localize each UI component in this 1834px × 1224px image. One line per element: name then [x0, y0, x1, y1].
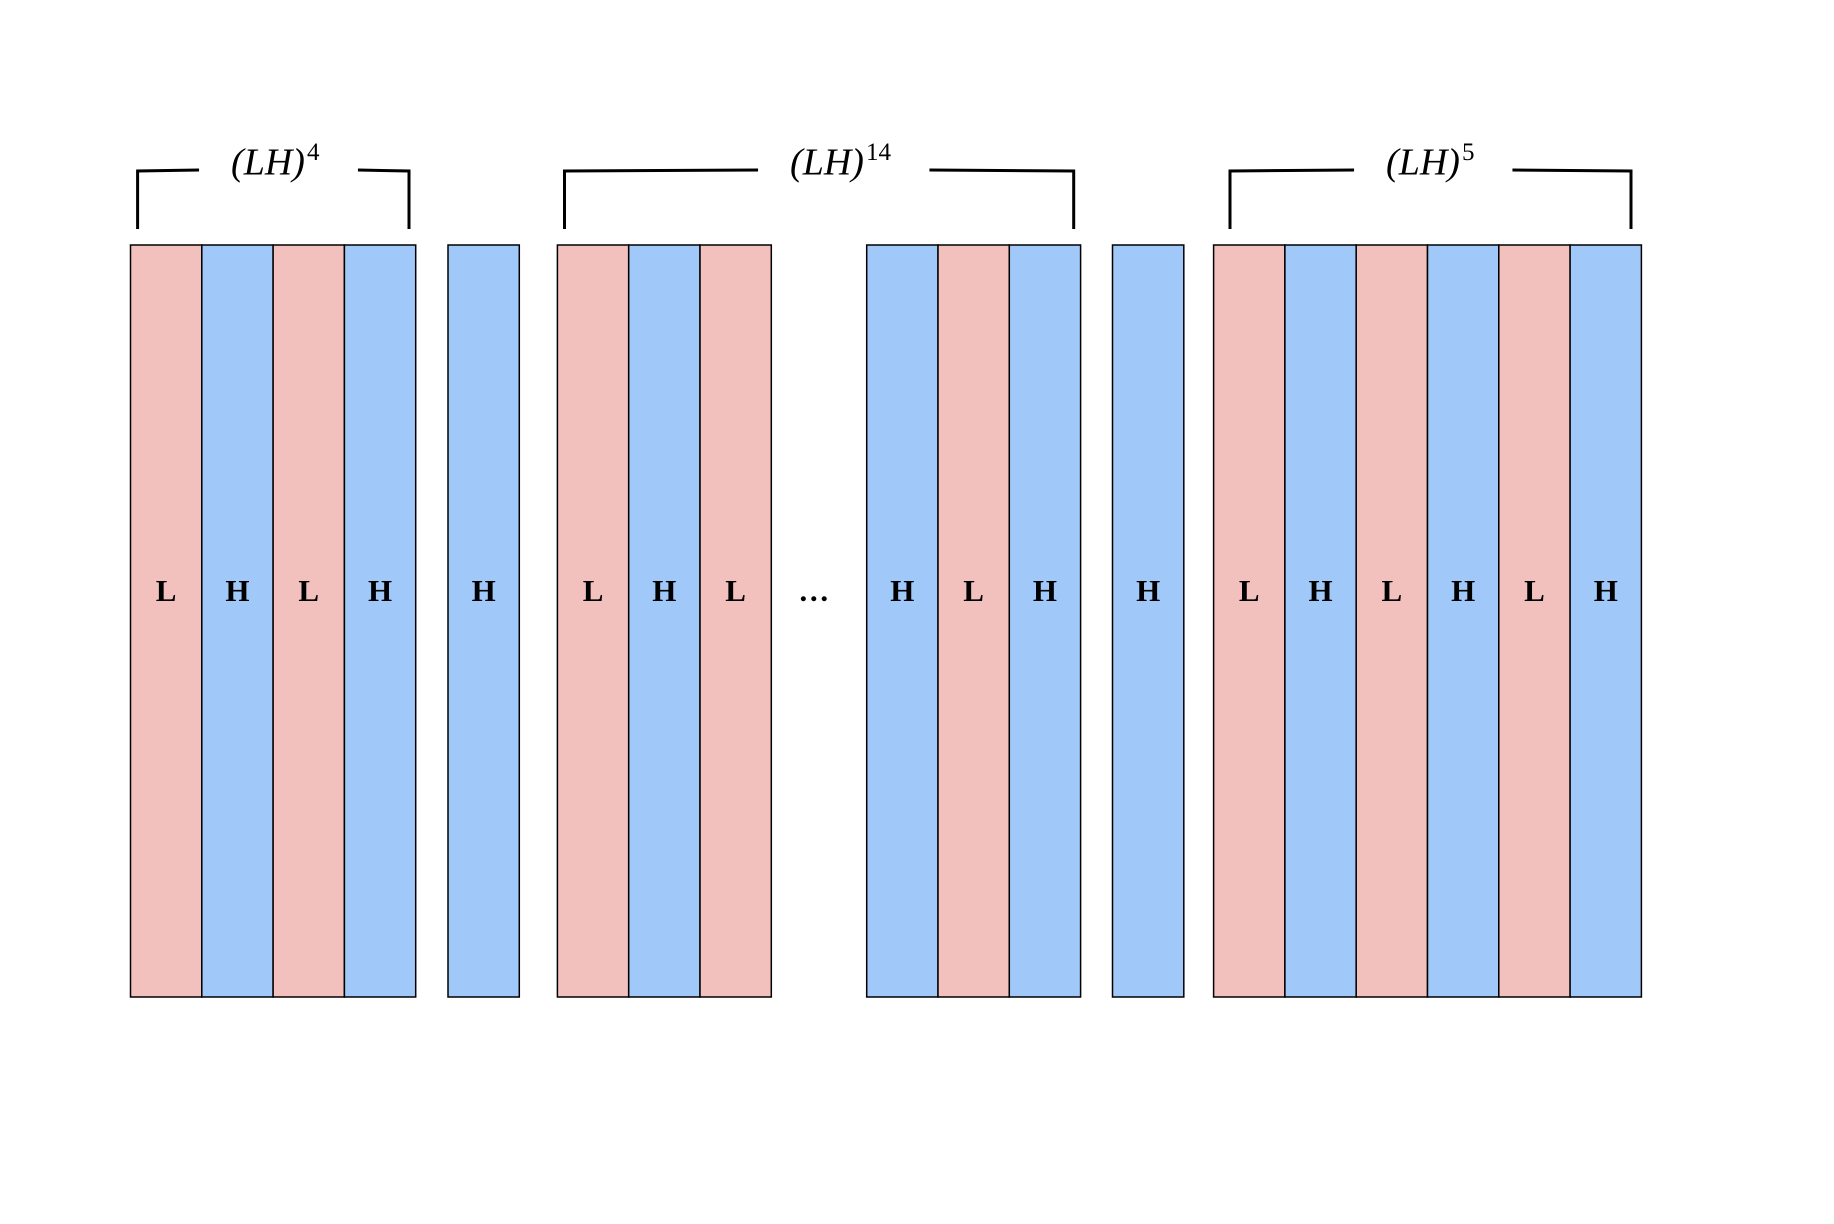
bracket: [929, 168, 1076, 229]
bracket: [136, 168, 200, 229]
ellipsis: …: [798, 573, 829, 608]
cell: [201, 244, 274, 998]
cell-label: L: [1382, 573, 1403, 608]
bracket: [563, 168, 759, 229]
cell-label: L: [725, 573, 746, 608]
cell-label: H: [652, 573, 676, 608]
cell-label: H: [472, 573, 496, 608]
cell-label: H: [1451, 573, 1475, 608]
cell-label: H: [1033, 573, 1057, 608]
cell-label: H: [1136, 573, 1160, 608]
cell: [556, 244, 630, 998]
bracket-label: (LH): [1386, 142, 1460, 184]
cell: [865, 244, 939, 998]
cell: [937, 244, 1011, 998]
cell: [627, 244, 701, 998]
cell: [1498, 244, 1571, 998]
cell: [1355, 244, 1429, 998]
cell-label: L: [963, 573, 984, 608]
cell-label: H: [368, 573, 392, 608]
bracket-label: (LH): [231, 142, 305, 184]
cell-label: H: [1308, 573, 1332, 608]
bracket-exponent: 4: [307, 139, 320, 166]
cell: [129, 244, 203, 998]
cell-label: L: [156, 573, 177, 608]
cell: [1284, 244, 1357, 998]
bracket-label: (LH): [790, 142, 864, 184]
cell: [447, 244, 521, 998]
cell: [1212, 244, 1286, 998]
bracket: [1512, 168, 1633, 229]
bracket-exponent: 5: [1462, 139, 1475, 166]
bracket: [1228, 168, 1355, 229]
bracket: [357, 168, 411, 229]
cell-label: H: [225, 573, 249, 608]
cell-label: H: [890, 573, 914, 608]
cell-label: L: [1524, 573, 1545, 608]
cell: [272, 244, 346, 998]
cell-label: L: [583, 573, 604, 608]
cell: [1008, 244, 1082, 998]
cell: [1569, 244, 1643, 998]
cell-label: L: [298, 573, 319, 608]
cell-label: H: [1594, 573, 1618, 608]
cell-label: L: [1239, 573, 1260, 608]
cell: [1426, 244, 1500, 998]
cell: [699, 244, 773, 998]
cell: [1111, 244, 1185, 998]
cell: [343, 244, 417, 998]
bracket-exponent: 14: [866, 139, 892, 166]
